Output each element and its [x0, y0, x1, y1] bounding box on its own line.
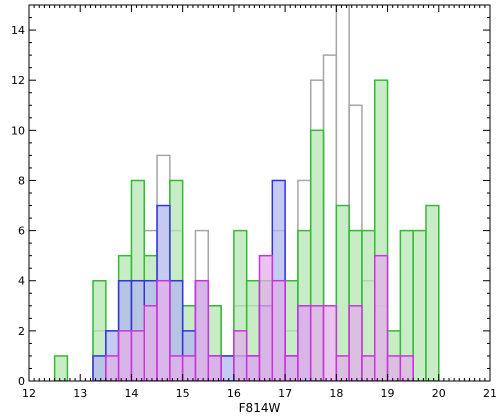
y-tick-label: 2: [18, 325, 25, 338]
x-tick-label: 16: [227, 387, 241, 400]
x-tick-label: 17: [278, 387, 292, 400]
y-tick-label: 12: [11, 74, 25, 87]
histogram-bar: [425, 204, 440, 381]
x-tick-label: 13: [73, 387, 87, 400]
histogram-bar: [412, 229, 427, 381]
histogram-bar: [169, 355, 184, 381]
x-tick-label: 15: [176, 387, 190, 400]
histogram-bar: [181, 355, 197, 381]
histogram-bar: [245, 355, 261, 381]
x-tick-label: 14: [124, 387, 138, 400]
histogram-bar: [309, 305, 325, 381]
histogram-bar: [233, 330, 248, 381]
histogram-bar: [207, 355, 222, 381]
x-tick-label: 19: [381, 387, 395, 400]
histogram-bar: [92, 355, 107, 381]
histogram-bar: [386, 355, 402, 381]
histogram-bar: [335, 355, 350, 381]
y-tick-label: 4: [18, 275, 25, 288]
histogram-bar: [348, 305, 363, 381]
histogram-bar: [271, 279, 286, 381]
histogram-bar: [399, 355, 414, 381]
axes: 12 13 14 15 16 17 18 19 20 21 0 2 4 6 8 10 12 14: [11, 4, 497, 400]
histogram-bar: [322, 305, 338, 381]
x-axis-title: F814W: [239, 401, 281, 415]
histogram-bars: [53, 5, 440, 381]
histogram-bar: [361, 355, 376, 381]
x-tick-label: 12: [22, 387, 36, 400]
histogram-bar: [117, 330, 133, 381]
histogram-bar: [194, 279, 210, 381]
x-tick-label: 21: [483, 387, 497, 400]
series-4: [105, 254, 414, 381]
histogram-bar: [297, 305, 312, 381]
x-tick-label: 18: [329, 387, 343, 400]
histogram-bar: [284, 355, 299, 381]
histogram-bar: [156, 279, 171, 381]
y-tick-label: 0: [18, 375, 25, 388]
histogram-bar: [143, 305, 158, 381]
histogram-bar: [53, 355, 69, 381]
histogram-bar: [105, 355, 120, 381]
y-tick-label: 10: [11, 124, 25, 137]
histogram-bar: [130, 330, 145, 381]
histogram-bar: [220, 355, 235, 381]
y-tick-label: 8: [18, 174, 25, 187]
y-tick-label: 14: [11, 24, 25, 37]
histogram-bar: [258, 254, 274, 381]
x-tick-label: 20: [432, 387, 446, 400]
histogram-bar: [374, 254, 389, 381]
histogram-bar: [335, 204, 350, 381]
y-tick-label: 6: [18, 225, 25, 238]
